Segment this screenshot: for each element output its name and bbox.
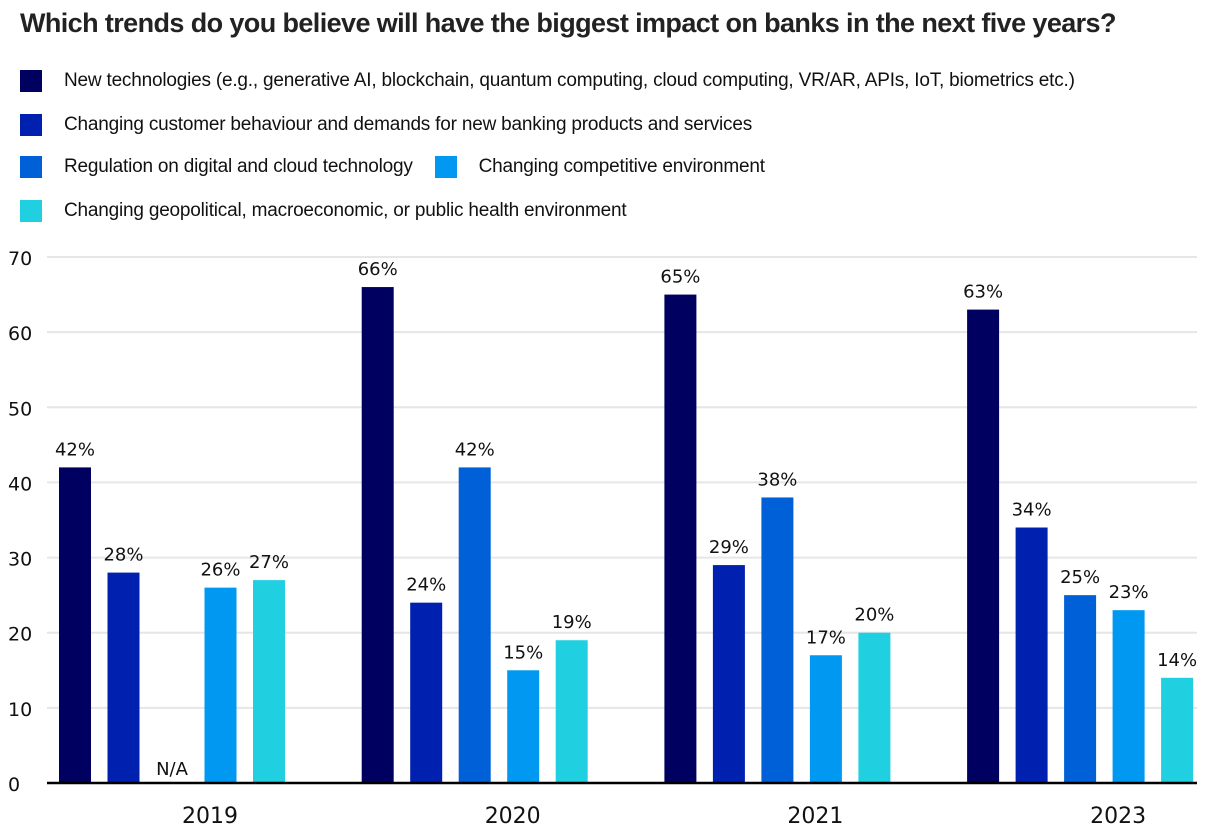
legend-swatch-icon bbox=[20, 156, 42, 178]
data-label-na: N/A bbox=[156, 759, 189, 780]
data-label: 25% bbox=[1060, 567, 1100, 588]
bar bbox=[361, 287, 394, 783]
bar bbox=[809, 655, 842, 783]
legend-swatch-icon bbox=[20, 200, 42, 222]
y-tick-label: 10 bbox=[8, 699, 32, 721]
bar bbox=[458, 467, 491, 783]
legend-item-regulation: Regulation on digital and cloud technolo… bbox=[20, 156, 413, 178]
y-tick-label: 50 bbox=[8, 398, 32, 420]
data-label: 65% bbox=[660, 267, 700, 288]
bar bbox=[712, 565, 745, 783]
bar bbox=[761, 497, 794, 783]
chart-title: Which trends do you believe will have th… bbox=[20, 8, 1116, 38]
bar bbox=[1112, 610, 1145, 783]
data-label: 15% bbox=[503, 642, 543, 663]
data-label: 20% bbox=[854, 605, 894, 626]
x-category-label: 2020 bbox=[485, 804, 541, 829]
bar bbox=[967, 309, 1000, 783]
bar bbox=[253, 580, 285, 783]
data-label: 24% bbox=[406, 575, 446, 596]
bar bbox=[410, 602, 443, 783]
data-label: 29% bbox=[709, 537, 749, 558]
data-label: 42% bbox=[455, 439, 495, 460]
legend-item-customer-behaviour: Changing customer behaviour and demands … bbox=[20, 114, 752, 136]
x-category-label: 2023 bbox=[1090, 804, 1146, 829]
bar bbox=[107, 572, 140, 783]
legend-label: Changing competitive environment bbox=[478, 156, 765, 177]
legend-swatch-icon bbox=[20, 70, 42, 92]
legend-item-competitive-environment: Changing competitive environment bbox=[434, 156, 765, 178]
data-label: 34% bbox=[1012, 500, 1052, 521]
y-tick-label: 20 bbox=[8, 624, 32, 646]
bar bbox=[664, 294, 697, 783]
legend-row-4: Changing geopolitical, macroeconomic, or… bbox=[20, 200, 648, 222]
data-label: 14% bbox=[1157, 650, 1197, 671]
y-tick-label: 0 bbox=[8, 774, 20, 796]
legend-row-2: Changing customer behaviour and demands … bbox=[20, 114, 774, 136]
x-category-label: 2019 bbox=[182, 804, 238, 829]
data-label: 23% bbox=[1109, 582, 1149, 603]
y-tick-label: 40 bbox=[8, 473, 32, 495]
data-label: 63% bbox=[963, 282, 1003, 303]
data-label: 38% bbox=[757, 469, 797, 490]
legend-item-new-technologies: New technologies (e.g., generative AI, b… bbox=[20, 70, 1075, 92]
data-label: 27% bbox=[249, 552, 289, 573]
legend-label: Changing geopolitical, macroeconomic, or… bbox=[64, 200, 627, 221]
legend-row-3: Regulation on digital and cloud technolo… bbox=[20, 156, 787, 178]
legend-label: Regulation on digital and cloud technolo… bbox=[64, 156, 413, 177]
bar bbox=[1161, 677, 1194, 783]
bar bbox=[858, 632, 891, 783]
bar bbox=[507, 670, 540, 783]
data-label: 42% bbox=[55, 439, 95, 460]
data-label: 28% bbox=[103, 545, 143, 566]
bar bbox=[1064, 595, 1097, 783]
bar bbox=[204, 587, 237, 783]
legend-swatch-icon bbox=[434, 156, 457, 178]
legend-item-geopolitical: Changing geopolitical, macroeconomic, or… bbox=[20, 200, 627, 222]
legend-label: New technologies (e.g., generative AI, b… bbox=[64, 70, 1075, 91]
legend-swatch-icon bbox=[20, 114, 42, 136]
bar bbox=[555, 640, 588, 783]
legend-row-1: New technologies (e.g., generative AI, b… bbox=[20, 70, 1097, 92]
data-label: 66% bbox=[358, 259, 398, 280]
legend-label: Changing customer behaviour and demands … bbox=[64, 114, 753, 135]
y-tick-label: 60 bbox=[8, 323, 32, 345]
data-label: 26% bbox=[200, 560, 240, 581]
x-category-label: 2021 bbox=[787, 804, 843, 829]
y-tick-label: 30 bbox=[8, 549, 32, 571]
data-label: 19% bbox=[552, 612, 592, 633]
bar bbox=[1015, 527, 1048, 783]
bar bbox=[59, 467, 91, 783]
data-label: 17% bbox=[806, 627, 846, 648]
y-tick-label: 70 bbox=[8, 248, 32, 270]
